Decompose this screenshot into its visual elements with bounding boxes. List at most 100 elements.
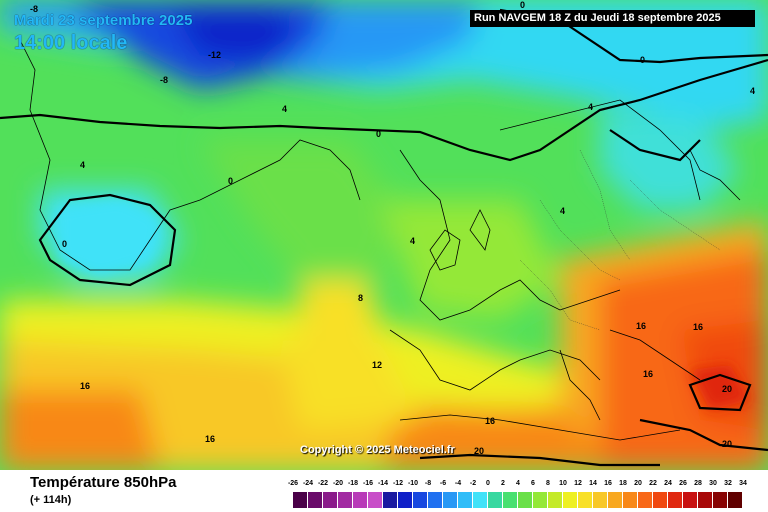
- legend-swatch: [548, 492, 563, 508]
- legend-tick-label: -22: [317, 480, 329, 487]
- coastlines: [19, 39, 741, 441]
- legend-swatch: [713, 492, 728, 508]
- legend-tick-label: 16: [604, 480, 612, 487]
- legend-tick-label: 30: [709, 480, 717, 487]
- legend-swatch: [698, 492, 713, 508]
- model-run-label: Run NAVGEM 18 Z du Jeudi 18 septembre 20…: [470, 10, 755, 27]
- contour-label: 0: [640, 55, 645, 65]
- legend-tick-label: 2: [501, 480, 505, 487]
- lead-time: (+ 114h): [30, 494, 72, 506]
- legend-tick-label: 32: [724, 480, 732, 487]
- legend-tick-label: 34: [739, 480, 747, 487]
- contour-label: 16: [205, 434, 215, 444]
- legend-tick-label: -24: [302, 480, 314, 487]
- legend-tick-label: 8: [546, 480, 550, 487]
- legend-tick-label: 12: [574, 480, 582, 487]
- forecast-time: 14:00 locale: [14, 32, 128, 54]
- contour-label: 16: [485, 416, 495, 426]
- legend-tick-label: -16: [362, 480, 374, 487]
- legend-tick-label: -26: [287, 480, 299, 487]
- contour-label: 4: [80, 160, 85, 170]
- legend-swatch: [293, 492, 308, 508]
- contour-label: -12: [208, 50, 221, 60]
- contour-label: 16: [693, 322, 703, 332]
- legend-swatch: [458, 492, 473, 508]
- legend-swatch: [503, 492, 518, 508]
- legend-swatch: [623, 492, 638, 508]
- legend-tick-label: -8: [424, 480, 432, 487]
- contour-label: 12: [372, 360, 382, 370]
- contour-label: 0: [228, 176, 233, 186]
- legend-swatch: [413, 492, 428, 508]
- legend-swatch: [668, 492, 683, 508]
- legend-tick-label: 6: [531, 480, 535, 487]
- temperature-map: -8 -12 -8 0 0 4 4 0 4 4 0 4 0 8 12 16 16…: [0, 0, 768, 470]
- legend-tick-label: 18: [619, 480, 627, 487]
- contour-label: 4: [588, 102, 593, 112]
- contour-label: 0: [520, 0, 525, 10]
- contour-label: 8: [358, 293, 363, 303]
- footer-bar: Température 850hPa (+ 114h) -26 -24 -22 -20…: [0, 470, 768, 512]
- legend-swatch: [518, 492, 533, 508]
- contour-label: 4: [410, 236, 415, 246]
- contour-label: 0: [62, 239, 67, 249]
- legend-swatch: [443, 492, 458, 508]
- legend-tick-label: 26: [679, 480, 687, 487]
- color-legend: -26 -24 -22 -20 -18 -16 -14 -12 -10 -8 -6 -4 -2 0 2 4 6 8…: [285, 478, 750, 510]
- borders: [519, 149, 721, 331]
- legend-tick-label: -18: [347, 480, 359, 487]
- contour-labels: -8 -12 -8 0 0 4 4 0 4 4 0 4 0 8 12 16 16…: [30, 0, 755, 456]
- legend-swatch: [308, 492, 323, 508]
- contour-label: 20: [474, 446, 484, 456]
- contour-label: 0: [376, 129, 381, 139]
- legend-swatch: [563, 492, 578, 508]
- copyright-text: Copyright © 2025 Meteociel.fr: [300, 444, 455, 456]
- variable-title: Température 850hPa: [30, 474, 177, 491]
- legend-swatch: [578, 492, 593, 508]
- contour-label: -8: [160, 75, 168, 85]
- legend-swatch: [353, 492, 368, 508]
- legend-swatch: [383, 492, 398, 508]
- forecast-date: Mardi 23 septembre 2025: [14, 12, 193, 29]
- legend-swatch: [683, 492, 698, 508]
- legend-swatch: [368, 492, 383, 508]
- legend-swatch: [323, 492, 338, 508]
- legend-swatch: [728, 492, 743, 508]
- isotherms: [0, 8, 768, 467]
- contour-label: 4: [282, 104, 287, 114]
- legend-tick-label: -20: [332, 480, 344, 487]
- contour-label: 16: [80, 381, 90, 391]
- legend-swatch: [473, 492, 488, 508]
- contour-label: 16: [643, 369, 653, 379]
- legend-tick-label: -2: [469, 480, 477, 487]
- legend-swatch: [593, 492, 608, 508]
- contour-label: -8: [30, 4, 38, 14]
- legend-tick-label: -6: [439, 480, 447, 487]
- legend-tick-label: 28: [694, 480, 702, 487]
- legend-tick-label: 14: [589, 480, 597, 487]
- legend-tick-label: -14: [377, 480, 389, 487]
- legend-tick-label: -10: [407, 480, 419, 487]
- legend-swatch: [338, 492, 353, 508]
- legend-swatch: [608, 492, 623, 508]
- legend-tick-label: 4: [516, 480, 520, 487]
- legend-swatch: [398, 492, 413, 508]
- contour-label: 16: [636, 321, 646, 331]
- legend-tick-label: 0: [486, 480, 490, 487]
- legend-tick-label: 24: [664, 480, 672, 487]
- contour-label: 4: [750, 86, 755, 96]
- contour-label: 20: [722, 439, 732, 449]
- legend-swatch: [638, 492, 653, 508]
- legend-tick-label: 10: [559, 480, 567, 487]
- temperature-field: [0, 0, 768, 470]
- legend-tick-label: 22: [649, 480, 657, 487]
- contour-label: 4: [560, 206, 565, 216]
- legend-tick-label: -12: [392, 480, 404, 487]
- legend-swatch: [428, 492, 443, 508]
- legend-tick-label: -4: [454, 480, 462, 487]
- legend-tick-label: 20: [634, 480, 642, 487]
- legend-swatch: [488, 492, 503, 508]
- legend-swatch: [653, 492, 668, 508]
- contour-label: 20: [722, 384, 732, 394]
